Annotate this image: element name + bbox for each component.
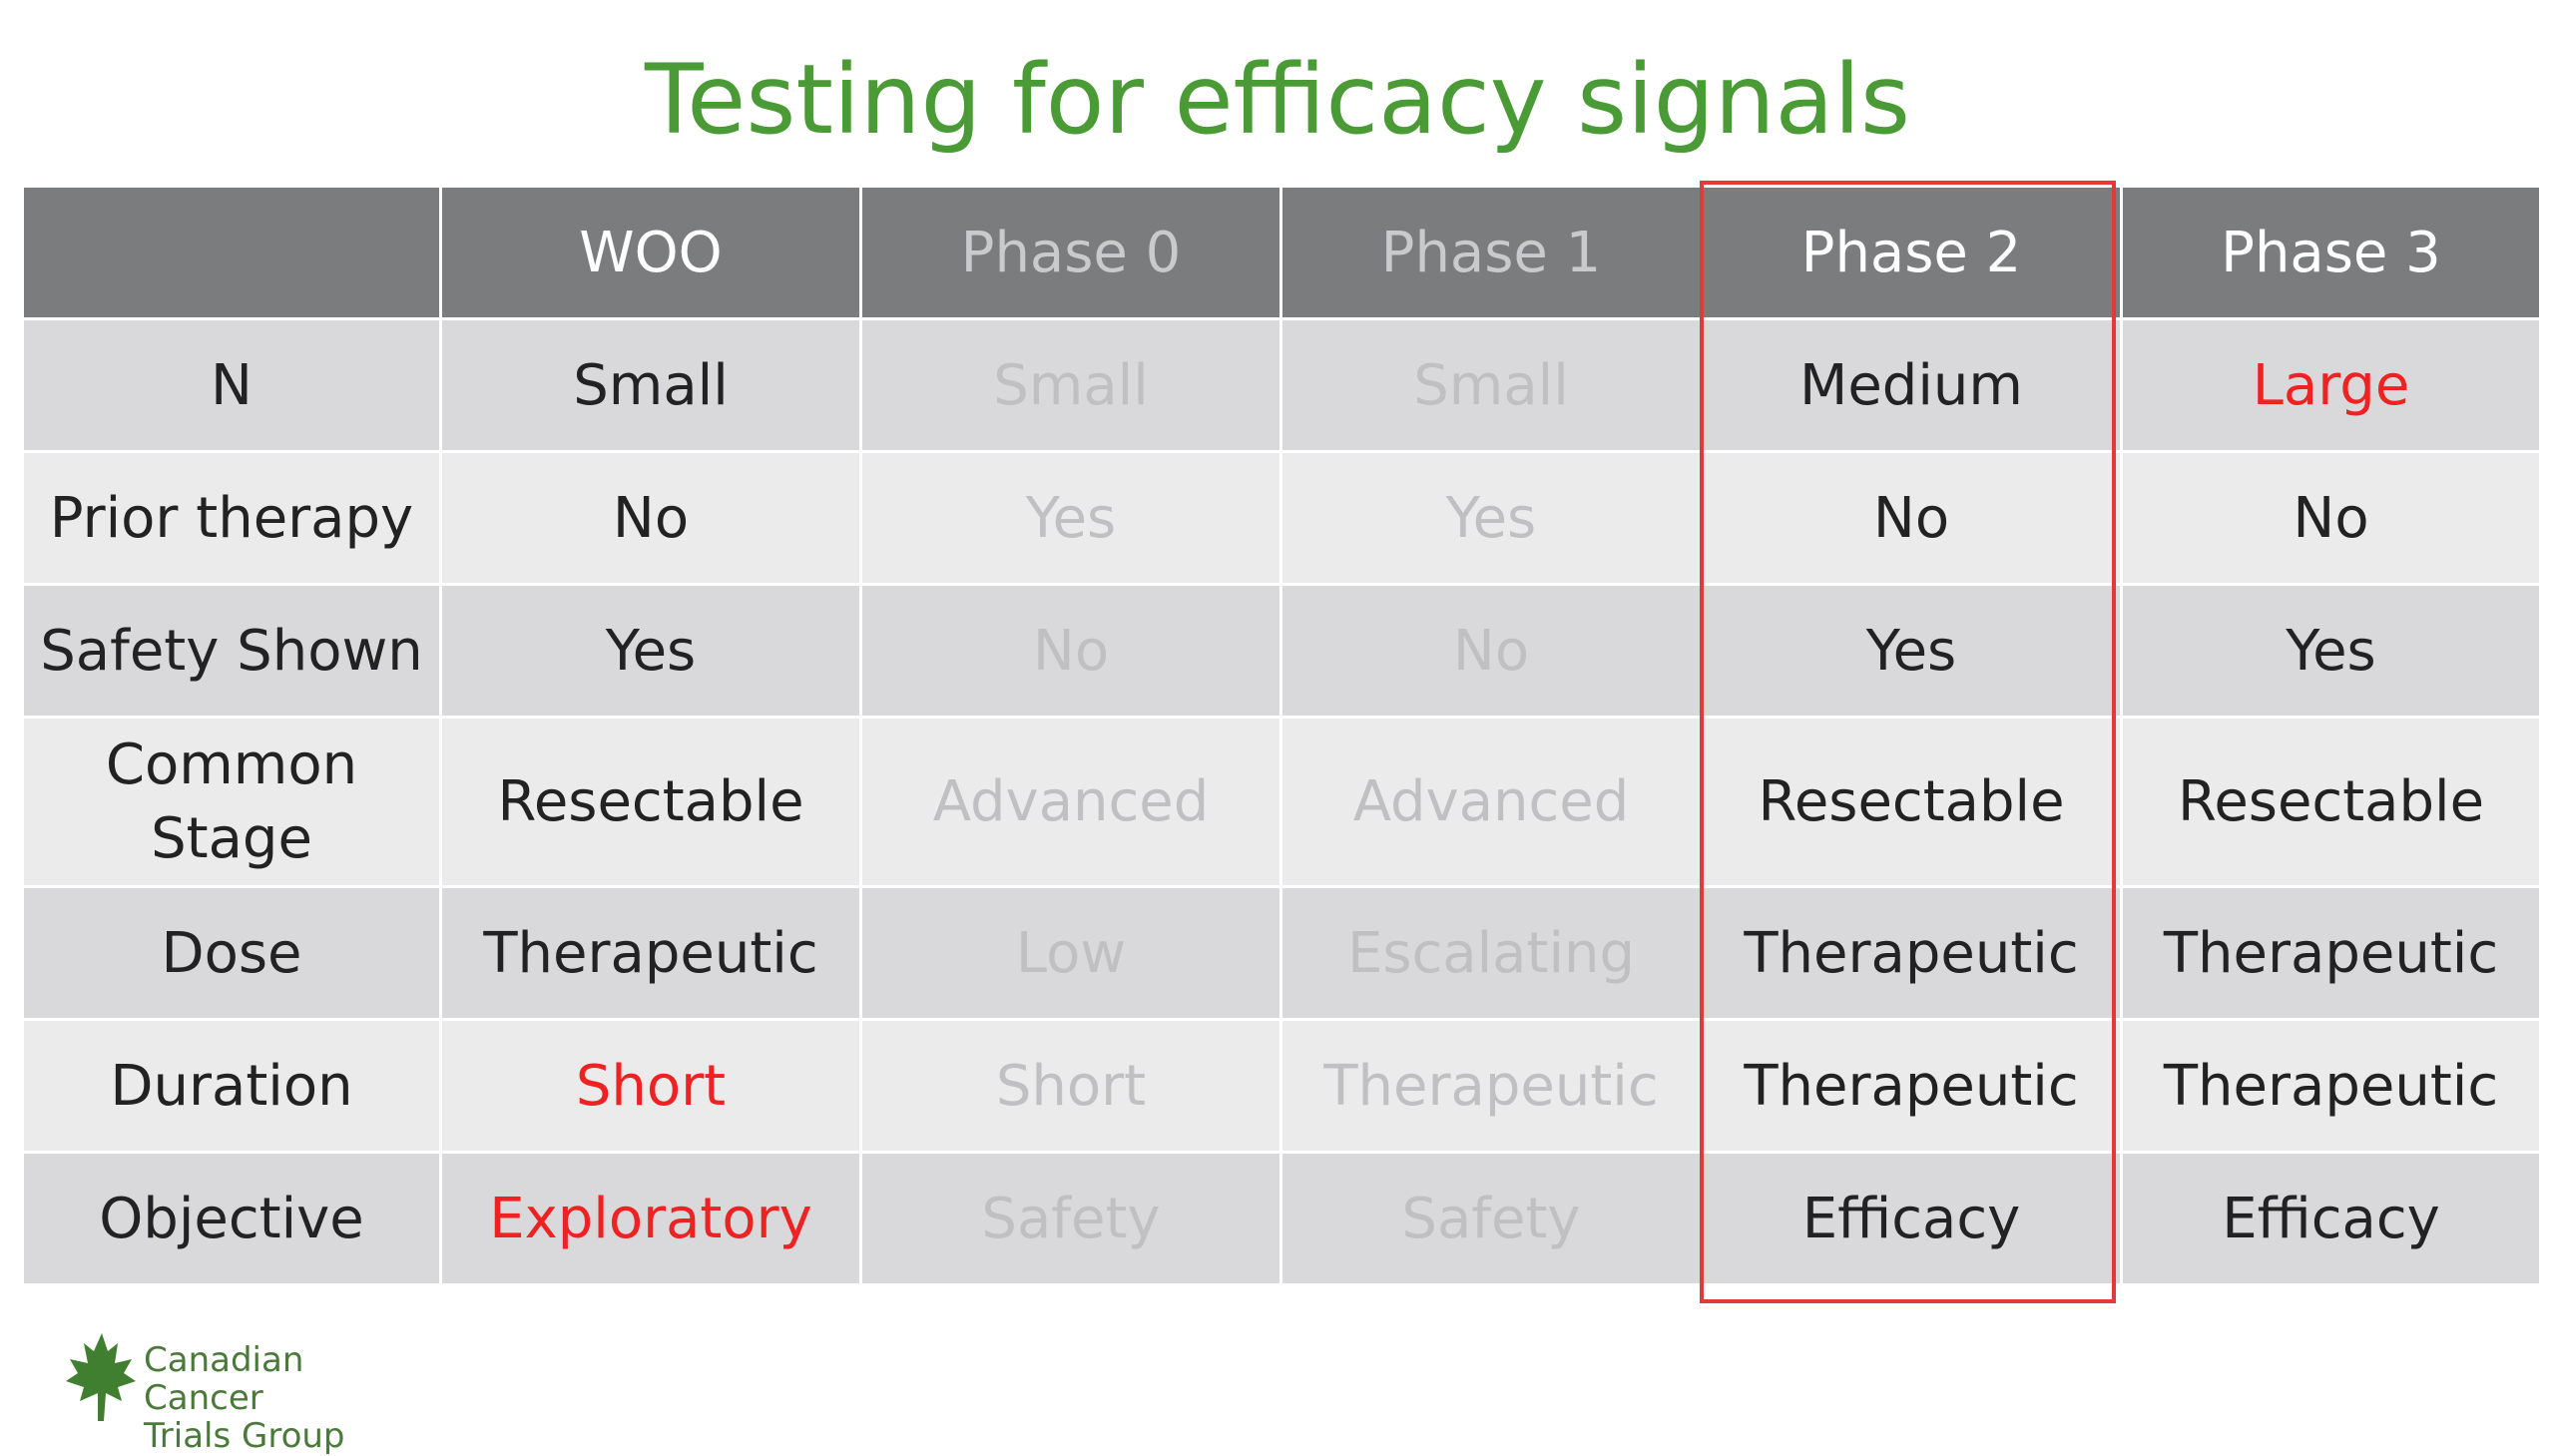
table-cell: Short (439, 1018, 862, 1154)
table-cell: No (2120, 450, 2542, 586)
row-label-dose: Dose (21, 885, 442, 1021)
table-row: Safety Shown Yes No No Yes Yes (21, 583, 2542, 719)
table-cell: Therapeutic (1700, 1018, 2123, 1154)
row-label-duration: Duration (21, 1018, 442, 1154)
header-phase-1: Phase 1 (1279, 185, 1703, 320)
row-label-prior-therapy: Prior therapy (21, 450, 442, 586)
logo-line-1: Canadian Cancer (144, 1340, 304, 1418)
table-cell: Medium (1700, 317, 2123, 453)
table-cell: Yes (859, 450, 1282, 586)
table-cell: Efficacy (2120, 1151, 2542, 1286)
table-row: Duration Short Short Therapeutic Therape… (21, 1018, 2542, 1154)
cctg-logo: Canadian Cancer Trials Group (62, 1329, 421, 1455)
table-cell: Safety (1279, 1151, 1703, 1286)
table-row: N Small Small Small Medium Large (21, 317, 2542, 453)
table-row: Prior therapy No Yes Yes No No (21, 450, 2542, 586)
table-row: Common Stage Resectable Advanced Advance… (21, 716, 2542, 888)
header-corner (21, 185, 442, 320)
row-label-line: Common (105, 731, 358, 797)
table-cell: Short (859, 1018, 1282, 1154)
table-cell: Therapeutic (2120, 885, 2542, 1021)
row-label-n: N (21, 317, 442, 453)
table-cell: Advanced (1279, 716, 1703, 888)
row-label-line: Stage (151, 805, 312, 871)
table-cell: Low (859, 885, 1282, 1021)
table-cell: Therapeutic (2120, 1018, 2542, 1154)
table-cell: Efficacy (1700, 1151, 2123, 1286)
table-cell: Therapeutic (439, 885, 862, 1021)
maple-leaf-icon (66, 1333, 136, 1421)
table-cell: Yes (1700, 583, 2123, 719)
header-phase-3: Phase 3 (2120, 185, 2542, 320)
header-phase-2: Phase 2 (1700, 185, 2123, 320)
table-row: Dose Therapeutic Low Escalating Therapeu… (21, 885, 2542, 1021)
table-cell: Yes (439, 583, 862, 719)
table-cell: Therapeutic (1279, 1018, 1703, 1154)
table-cell: Resectable (1700, 716, 2123, 888)
table-cell: No (859, 583, 1282, 719)
row-label-objective: Objective (21, 1151, 442, 1286)
table-cell: No (1700, 450, 2123, 586)
header-woo: WOO (439, 185, 862, 320)
header-phase-0: Phase 0 (859, 185, 1282, 320)
table-cell: Yes (1279, 450, 1703, 586)
slide-title: Testing for efficacy signals (644, 44, 1911, 156)
table-cell: Small (1279, 317, 1703, 453)
table-cell: No (1279, 583, 1703, 719)
table-cell: Small (439, 317, 862, 453)
row-label-common-stage: Common Stage (21, 716, 442, 888)
table-cell: Yes (2120, 583, 2542, 719)
table-cell: Safety (859, 1151, 1282, 1286)
table-cell: Exploratory (439, 1151, 862, 1286)
table-cell: Small (859, 317, 1282, 453)
logo-line-2: Trials Group (144, 1416, 345, 1456)
table-cell: Escalating (1279, 885, 1703, 1021)
table-cell: Resectable (2120, 716, 2542, 888)
table-cell: Large (2120, 317, 2542, 453)
table-cell: Therapeutic (1700, 885, 2123, 1021)
table-cell: Resectable (439, 716, 862, 888)
table-cell: Advanced (859, 716, 1282, 888)
table-header-row: WOO Phase 0 Phase 1 Phase 2 Phase 3 (21, 185, 2542, 320)
table-cell: No (439, 450, 862, 586)
phase-comparison-table: WOO Phase 0 Phase 1 Phase 2 Phase 3 N Sm… (21, 185, 2542, 1286)
row-label-safety-shown: Safety Shown (21, 583, 442, 719)
table-row: Objective Exploratory Safety Safety Effi… (21, 1151, 2542, 1286)
